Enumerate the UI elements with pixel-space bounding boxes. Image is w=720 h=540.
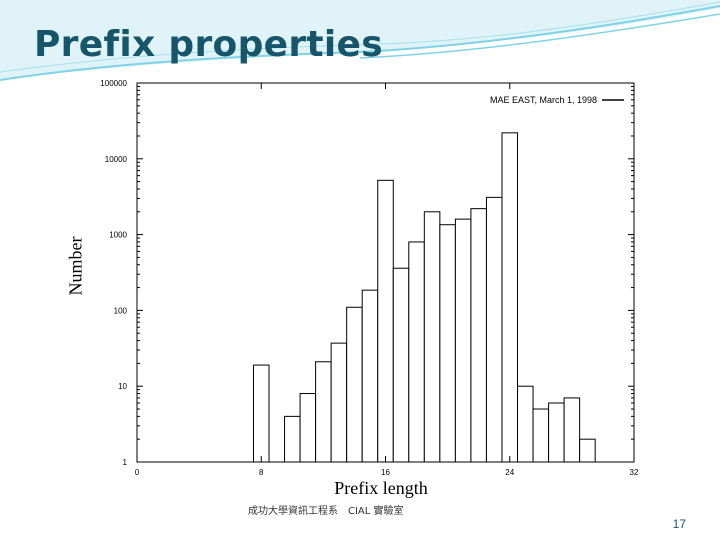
bar <box>284 415 301 463</box>
bar <box>517 385 534 463</box>
bar <box>548 402 565 463</box>
bar <box>439 224 456 463</box>
bar <box>299 393 317 463</box>
bar <box>346 306 363 463</box>
x-tick-label: 16 <box>381 468 390 477</box>
y-tick-label: 10 <box>118 382 127 391</box>
x-tick-label: 32 <box>630 468 639 477</box>
bar <box>377 179 394 463</box>
bar <box>330 342 348 463</box>
bar <box>563 397 581 463</box>
header-swoosh <box>0 0 720 81</box>
bar <box>532 408 550 463</box>
y-axis-label: Number <box>65 236 86 296</box>
x-tick-label: 0 <box>135 468 140 477</box>
page-number: 17 <box>672 517 686 531</box>
slide-title: Prefix properties <box>34 24 383 65</box>
y-tick-label: 100 <box>114 306 128 315</box>
legend-label: MAE EAST, March 1, 1998 <box>490 95 597 105</box>
bar <box>454 218 472 463</box>
bar <box>579 438 596 463</box>
bar <box>315 361 332 463</box>
x-axis-label: Prefix length <box>334 478 428 498</box>
bar <box>470 208 487 463</box>
x-tick-label: 24 <box>505 468 514 477</box>
x-tick-label: 8 <box>259 468 264 477</box>
bar <box>423 211 441 463</box>
bar <box>501 132 519 463</box>
bar <box>361 289 379 463</box>
y-tick-label: 1000 <box>109 231 127 240</box>
y-tick-label: 1 <box>123 458 128 467</box>
bar <box>408 241 425 463</box>
bar <box>485 196 503 463</box>
slide-footer: 成功大學資訊工程系 CIAL 實驗室 <box>248 506 404 517</box>
y-tick-label: 100000 <box>100 79 127 88</box>
bar <box>392 267 410 463</box>
bar <box>252 364 270 463</box>
y-tick-label: 10000 <box>105 155 128 164</box>
